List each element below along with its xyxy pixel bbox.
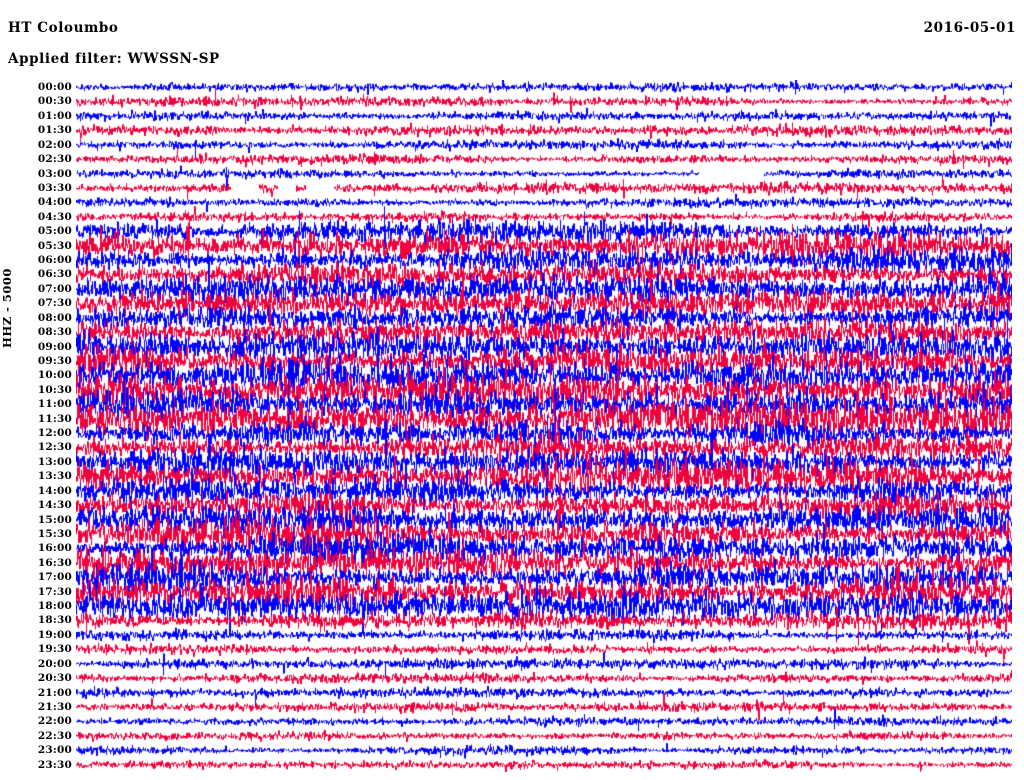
date-label: 2016-05-01 [923, 20, 1016, 36]
time-label: 04:30 [37, 210, 72, 223]
time-label: 12:00 [37, 427, 72, 439]
time-label: 00:00 [37, 81, 72, 93]
time-label: 15:00 [37, 513, 72, 526]
time-label: 04:00 [37, 196, 72, 209]
helicorder-plot [76, 80, 1012, 772]
time-label: 02:30 [37, 153, 72, 166]
time-label: 20:30 [37, 672, 72, 685]
time-label: 16:30 [37, 556, 72, 569]
time-label: 17:30 [37, 585, 72, 598]
time-label: 22:00 [37, 715, 72, 728]
time-label: 10:00 [37, 369, 72, 382]
time-label: 01:00 [37, 109, 72, 122]
time-label: 00:30 [37, 95, 72, 108]
time-label: 07:30 [37, 297, 72, 310]
time-label: 10:30 [37, 383, 72, 396]
time-label: 12:30 [37, 441, 72, 454]
time-label: 06:30 [37, 268, 72, 281]
time-label: 21:00 [37, 686, 72, 699]
time-label: 18:30 [37, 614, 72, 627]
applied-filter-label: Applied filter: WWSSN-SP [8, 51, 220, 67]
time-label: 23:30 [37, 758, 72, 771]
time-label: 18:00 [37, 600, 72, 612]
time-label: 06:00 [37, 254, 72, 266]
time-label: 16:00 [37, 542, 72, 555]
time-label: 08:30 [37, 326, 72, 339]
time-label: 15:30 [37, 527, 72, 540]
time-axis: 00:00 00:30 01:00 01:30 02:00 02:30 03:00 03:30… [0, 80, 74, 772]
time-label: 03:30 [37, 181, 72, 194]
time-label: 14:00 [37, 484, 72, 497]
time-label: 09:30 [37, 354, 72, 367]
time-label: 05:00 [37, 225, 72, 238]
time-label: 11:30 [37, 412, 72, 425]
time-label: 20:00 [37, 657, 72, 670]
time-label: 11:00 [37, 398, 72, 411]
time-label: 19:30 [37, 643, 72, 656]
time-label: 14:30 [37, 499, 72, 512]
seismogram-traces [76, 80, 1012, 772]
time-label: 07:00 [37, 282, 72, 295]
time-label: 02:00 [37, 138, 72, 151]
time-label: 13:30 [37, 470, 72, 483]
time-label: 23:00 [37, 744, 72, 757]
time-label: 03:00 [37, 167, 72, 180]
time-label: 21:30 [37, 700, 72, 713]
time-label: 19:00 [37, 628, 72, 641]
time-label: 17:00 [37, 571, 72, 584]
time-label: 05:30 [37, 239, 72, 252]
time-label: 08:00 [37, 311, 72, 324]
page-title: HT Coloumbo [8, 20, 119, 36]
time-label: 22:30 [37, 729, 72, 742]
time-label: 09:00 [37, 340, 72, 353]
time-label: 13:00 [37, 455, 72, 468]
time-label: 01:30 [37, 124, 72, 137]
